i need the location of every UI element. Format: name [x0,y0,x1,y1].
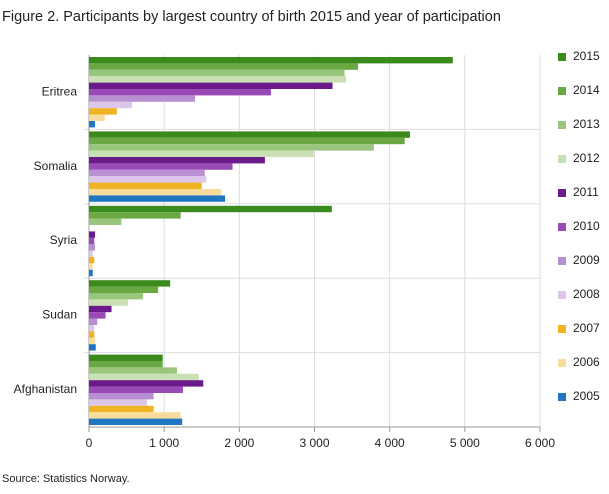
bar [89,205,332,213]
bar [89,269,93,277]
bar [89,169,205,177]
bar [89,386,183,393]
legend-label: 2009 [573,253,600,267]
legend-swatch [558,87,566,95]
bar [89,361,163,368]
legend-label: 2012 [573,151,600,165]
bar [89,250,93,257]
bar [89,263,93,270]
bar [89,344,96,351]
bar [89,312,106,319]
bar [89,137,405,145]
x-tick-label: 0 [86,436,93,450]
legend-label: 2010 [573,219,600,233]
bar [89,218,122,225]
bar [89,225,90,232]
bar [89,325,95,332]
legend-swatch [558,257,566,265]
legend-swatch [558,189,566,197]
bar [89,89,271,96]
legend-label: 2006 [573,355,600,369]
legend-label: 2013 [573,117,600,131]
bar [89,76,347,83]
y-tick-label: Eritrea [42,84,78,98]
bar [89,286,159,293]
bar [89,393,154,400]
chart-title: Figure 2. Participants by largest countr… [2,9,501,25]
legend-swatch [558,325,566,333]
legend-swatch [558,155,566,163]
legend-label: 2011 [573,185,599,199]
legend-swatch [558,291,566,299]
bar [89,299,129,306]
source: Source: Statistics Norway. [2,473,130,485]
bar [89,163,233,170]
bar [89,399,147,406]
bar [89,318,98,325]
legend-label: 2005 [573,389,600,403]
bar [89,182,202,189]
bar [89,95,195,102]
bar [89,82,333,89]
bar [89,405,154,413]
x-tick-label: 5 000 [450,436,480,450]
bar [89,418,183,425]
bar [89,195,226,202]
legend-swatch [558,393,566,401]
bar [89,305,112,313]
legend-label: 2007 [573,321,600,335]
x-tick-label: 1 000 [149,436,179,450]
bar [89,69,345,77]
x-tick-label: 2 000 [224,436,254,450]
y-tick-label: Syria [50,233,78,247]
legend-swatch [558,359,566,367]
bar [89,150,314,157]
bar [89,237,95,245]
bar [89,57,453,64]
legend-swatch [558,121,566,129]
legend-swatch [558,53,566,61]
bar [89,108,117,115]
y-tick-label: Somalia [34,159,78,173]
legend-label: 2008 [573,287,600,301]
bar [89,412,181,419]
bar [89,114,105,121]
bar [89,231,96,238]
bar [89,157,265,164]
bar [89,367,177,374]
bar [89,101,132,109]
y-tick-label: Sudan [42,308,77,322]
bar [89,176,207,183]
y-tick-label: Afghanistan [14,382,77,396]
bar [89,257,95,264]
bar [89,331,95,338]
bar [89,131,410,138]
bar [89,121,96,128]
x-tick-label: 3 000 [299,436,329,450]
bar [89,337,96,345]
x-tick-label: 4 000 [375,436,405,450]
x-tick-label: 6 000 [525,436,555,450]
bar [89,244,96,251]
bar [89,189,222,196]
bar [89,63,359,70]
bar [89,280,171,287]
bar [89,144,374,151]
legend-label: 2015 [573,49,600,63]
bar [89,354,163,361]
bar [89,212,181,219]
bar [89,380,204,387]
bar [89,293,144,300]
legend-swatch [558,223,566,231]
legend-label: 2014 [573,83,600,97]
bar [89,373,199,381]
